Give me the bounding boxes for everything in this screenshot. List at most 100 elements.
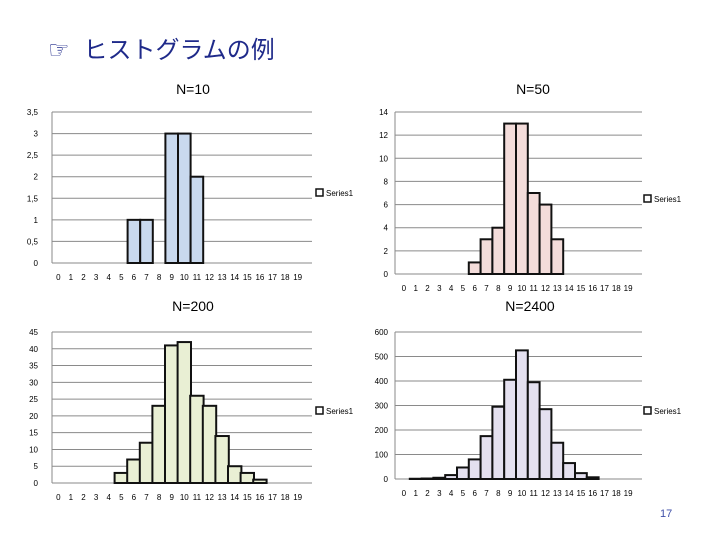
bar: [113, 471, 129, 484]
slide-title-text: ヒストグラムの例: [83, 36, 275, 64]
x-tick-label: 15: [243, 273, 252, 282]
y-tick-label: 300: [375, 402, 389, 411]
bar: [538, 408, 553, 480]
x-tick-label: 6: [472, 489, 477, 498]
bar: [467, 261, 482, 275]
bar: [467, 458, 482, 480]
x-tick-label: 4: [449, 489, 454, 498]
chart-title: N=10: [176, 81, 210, 97]
x-tick-label: 15: [576, 284, 585, 293]
legend-label: Series1: [326, 407, 354, 416]
x-tick-label: 5: [119, 273, 124, 282]
bar: [444, 474, 459, 480]
x-tick-label: 13: [218, 493, 227, 502]
x-tick-label: 9: [169, 493, 174, 502]
page-number: 17: [660, 508, 673, 520]
x-tick-label: 3: [94, 273, 99, 282]
x-tick-label: 13: [553, 284, 562, 293]
x-tick-label: 1: [413, 284, 418, 293]
x-tick-label: 7: [484, 284, 489, 293]
y-tick-label: 600: [375, 328, 389, 337]
bar: [189, 394, 205, 484]
x-tick-label: 11: [193, 493, 202, 502]
x-tick-label: 17: [600, 284, 609, 293]
bar: [201, 404, 218, 485]
x-tick-label: 17: [268, 493, 277, 502]
chart-title: N=2400: [505, 298, 555, 314]
x-tick-label: 9: [508, 284, 513, 293]
y-tick-label: 0,5: [27, 237, 39, 246]
bar: [491, 226, 506, 275]
bar: [562, 462, 577, 481]
x-tick-label: 8: [157, 273, 162, 282]
legend-label: Series1: [654, 195, 682, 204]
x-tick-label: 6: [472, 284, 477, 293]
bar: [252, 478, 268, 484]
y-tick-label: 1,5: [27, 194, 39, 203]
y-tick-label: 0: [384, 475, 389, 484]
y-tick-label: 100: [375, 451, 389, 460]
x-tick-label: 5: [461, 284, 466, 293]
legend-label: Series1: [654, 407, 682, 416]
bar: [164, 132, 179, 264]
x-tick-label: 11: [530, 284, 539, 293]
x-tick-label: 8: [157, 493, 162, 502]
bar: [164, 344, 180, 484]
x-tick-label: 12: [541, 489, 550, 498]
x-tick-label: 7: [144, 493, 149, 502]
chart-title: N=200: [172, 298, 214, 314]
x-tick-label: 18: [281, 493, 290, 502]
x-tick-label: 0: [402, 489, 407, 498]
bar: [227, 465, 243, 485]
x-tick-label: 19: [293, 493, 302, 502]
x-tick-label: 18: [612, 284, 621, 293]
bar: [126, 218, 142, 265]
y-tick-label: 8: [384, 177, 389, 186]
x-tick-label: 9: [508, 489, 513, 498]
x-tick-label: 2: [425, 284, 430, 293]
y-tick-label: 0: [384, 270, 389, 279]
bar: [550, 441, 565, 480]
x-tick-label: 10: [180, 273, 189, 282]
x-tick-label: 13: [553, 489, 562, 498]
bar: [515, 122, 529, 275]
x-tick-label: 13: [218, 273, 227, 282]
y-tick-label: 2: [384, 247, 389, 256]
y-tick-label: 3,5: [27, 108, 39, 117]
bar: [479, 435, 494, 480]
bar: [526, 381, 541, 481]
legend-label: Series1: [326, 189, 354, 198]
y-tick-label: 10: [379, 154, 388, 163]
bar: [526, 192, 541, 275]
x-tick-label: 17: [600, 489, 609, 498]
x-tick-label: 16: [588, 284, 597, 293]
legend-swatch: [315, 406, 324, 415]
y-tick-label: 25: [29, 395, 38, 404]
x-tick-label: 6: [132, 493, 137, 502]
bar: [515, 349, 529, 480]
y-tick-label: 35: [29, 362, 38, 371]
y-tick-label: 15: [29, 429, 38, 438]
x-tick-label: 14: [230, 273, 239, 282]
x-tick-label: 0: [56, 273, 61, 282]
bar: [214, 435, 230, 484]
x-tick-label: 3: [437, 284, 442, 293]
y-tick-label: 2,5: [27, 151, 39, 160]
chart-title: N=50: [516, 81, 550, 97]
x-tick-label: 15: [243, 493, 252, 502]
legend-swatch: [315, 188, 324, 197]
x-tick-label: 11: [530, 489, 539, 498]
bar: [432, 476, 447, 480]
x-tick-label: 5: [461, 489, 466, 498]
bar: [491, 405, 506, 481]
y-tick-label: 6: [384, 201, 389, 210]
y-tick-label: 1: [34, 216, 39, 225]
bar: [550, 238, 565, 276]
x-tick-label: 2: [81, 273, 86, 282]
y-tick-label: 500: [375, 353, 389, 362]
y-tick-label: 45: [29, 328, 38, 337]
slide-title: ☞ ヒストグラムの例: [48, 30, 275, 65]
x-tick-label: 10: [180, 493, 189, 502]
y-tick-label: 2: [34, 173, 39, 182]
